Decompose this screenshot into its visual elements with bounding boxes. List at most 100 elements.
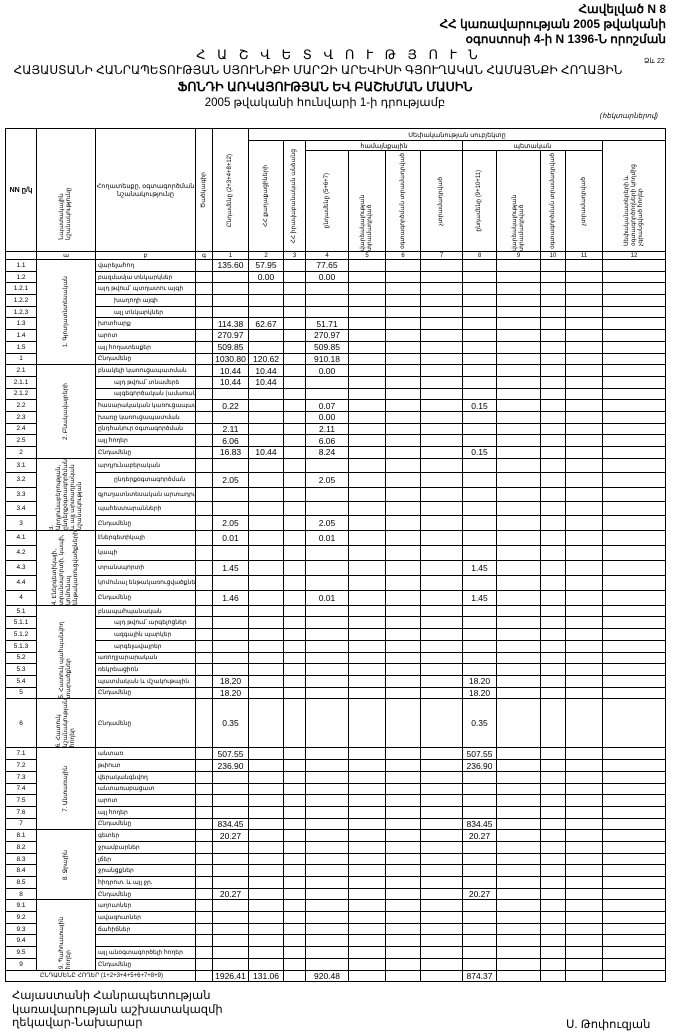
value-cell-col10: [540, 446, 566, 459]
value-cell-col7: [420, 270, 463, 284]
value-cell-col5: [348, 574, 386, 591]
value-cell-col7: [420, 604, 463, 618]
value-cell-col10: [540, 399, 566, 412]
value-cell-col8: [462, 604, 497, 618]
value-cell-col11: [565, 840, 603, 854]
value-cell-col6: [385, 934, 421, 948]
value-cell-col3: [283, 434, 306, 447]
value-cell-col9: [496, 759, 541, 772]
value-cell-col7: [420, 486, 463, 502]
value-cell-col9: [496, 817, 541, 831]
value-cell-col5: [348, 911, 386, 924]
value-cell-col7: [420, 515, 463, 531]
value-cell-col11: [565, 651, 603, 665]
value-cell-col7: [420, 294, 463, 307]
value-cell-col1: [212, 946, 249, 959]
row-name: կապի: [95, 544, 196, 561]
value-cell-col2: 62.67: [248, 317, 284, 331]
value-cell-col5: [348, 805, 386, 819]
value-cell-col12: [601, 352, 667, 366]
value-cell-col5: [348, 876, 386, 889]
value-cell-col12: [601, 686, 667, 700]
value-cell-col4: [305, 544, 349, 561]
value-cell-col10: [540, 270, 566, 284]
value-cell-col8: 0.15: [462, 446, 497, 459]
value-cell-col6: [385, 294, 421, 307]
value-cell-col10: [540, 840, 566, 854]
value-cell-col7: [420, 282, 463, 296]
value-cell-col9: [496, 294, 541, 307]
group-label-text: 5. Հատուկ պահպանվող տարածքներ: [59, 621, 72, 699]
value-cell-col3: [283, 340, 306, 354]
value-cell-col6: [385, 663, 421, 676]
grand-total-col12: [601, 969, 667, 982]
value-cell-col6: [385, 616, 421, 630]
value-cell-col4: [305, 782, 349, 796]
header-code: Ծածկագիր: [195, 128, 213, 252]
value-cell-col10: [540, 887, 566, 901]
table-row: 9.3 ճահիճներ: [5, 922, 667, 936]
header-state: պետական: [462, 140, 603, 151]
value-cell-col2: [248, 340, 284, 354]
value-cell-col5: [348, 294, 386, 307]
value-cell-col1: 834.45: [212, 817, 249, 831]
row-name: Ընդամենը: [95, 352, 196, 366]
value-cell-col11: [565, 794, 603, 807]
column-number: 6: [385, 251, 421, 260]
value-cell-col9: [496, 698, 541, 749]
row-number: 5.1.1: [5, 616, 37, 630]
value-cell-col11: [565, 410, 603, 424]
value-cell-col5: [348, 887, 386, 901]
value-cell-col12: [601, 457, 667, 474]
value-cell-col1: [212, 922, 249, 936]
row-number: 2.5: [5, 434, 37, 447]
value-cell-col10: [540, 544, 566, 561]
table-row: 1.2 բազմամյա տնկարկներ 0.00 0.00: [5, 270, 667, 284]
value-cell-col5: [348, 840, 386, 854]
row-number: 8.4: [5, 864, 37, 878]
value-cell-col8: [462, 544, 497, 561]
group-label-text: 4. Էներգետիկայի, տրանսպորտի, կապի, կոմու…: [52, 530, 79, 605]
row-name: արգելավայրեր: [95, 639, 196, 653]
value-cell-col12: [601, 259, 667, 272]
value-cell-col6: [385, 899, 421, 913]
value-cell-col3: [283, 829, 306, 842]
value-cell-col1: 0.35: [212, 698, 249, 749]
group-label: 8. Ջրային: [36, 829, 96, 901]
value-cell-col7: [420, 957, 463, 971]
value-cell-col6: [385, 817, 421, 831]
table-row: 9 Ընդամենը: [5, 957, 667, 971]
table-row: 4 Ընդամենը 1.46 0.01 1.45: [5, 589, 667, 606]
value-cell-col9: [496, 282, 541, 296]
code-cell: [195, 852, 213, 866]
value-cell-col4: [305, 899, 349, 913]
row-name: աղուտներ: [95, 899, 196, 913]
value-cell-col3: [283, 759, 306, 772]
row-name: լճեր: [95, 852, 196, 866]
value-cell-col3: [283, 270, 306, 284]
value-cell-col10: [540, 529, 566, 546]
value-cell-col8: 18.20: [462, 674, 497, 688]
value-cell-col11: [565, 486, 603, 502]
value-cell-col11: [565, 500, 603, 517]
row-name: անտառ: [95, 747, 196, 761]
value-cell-col8: [462, 422, 497, 436]
row-number: 5.4: [5, 674, 37, 688]
value-cell-col2: [248, 294, 284, 307]
value-cell-col3: [283, 574, 306, 591]
value-cell-col10: [540, 829, 566, 842]
value-cell-col5: [348, 782, 386, 796]
value-cell-col1: [212, 628, 249, 641]
value-cell-col8: [462, 852, 497, 866]
value-cell-col3: [283, 805, 306, 819]
row-number: 9.4: [5, 934, 37, 948]
value-cell-col1: [212, 934, 249, 948]
value-cell-col4: [305, 840, 349, 854]
value-cell-col7: [420, 864, 463, 878]
value-cell-col12: [601, 628, 667, 641]
column-number: ա: [36, 251, 96, 260]
value-cell-col12: [601, 887, 667, 901]
row-name: անտառաբացատ: [95, 782, 196, 796]
row-number: 7.4: [5, 782, 37, 796]
value-cell-col10: [540, 387, 566, 401]
